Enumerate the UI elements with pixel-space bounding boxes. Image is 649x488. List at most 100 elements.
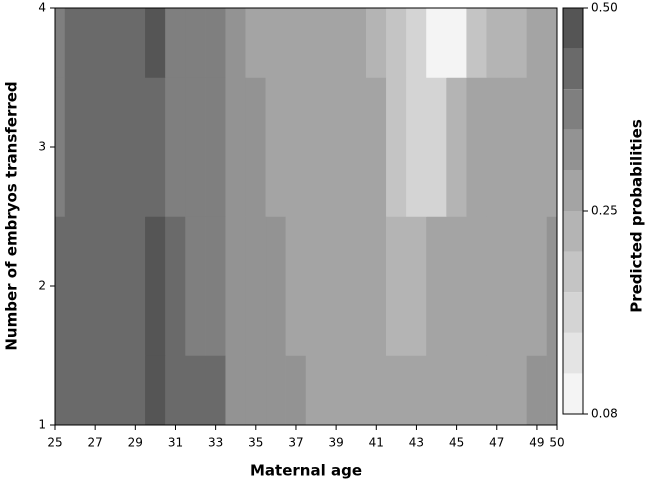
contour-cell [546, 7, 558, 78]
colorbar-band [563, 8, 583, 49]
contour-cell [345, 355, 367, 426]
y-tick-label: 4 [38, 1, 46, 15]
contour-cell [526, 355, 548, 426]
x-tick-label: 47 [489, 436, 504, 450]
colorbar-band [563, 89, 583, 130]
contour-cell [185, 216, 206, 356]
x-axis-label: Maternal age [250, 462, 362, 480]
contour-cell [245, 7, 267, 78]
contour-cell [245, 216, 267, 356]
contour-cell [446, 216, 467, 356]
contour-cell [406, 77, 427, 217]
contour-cell [285, 77, 307, 217]
contour-cell [305, 216, 327, 356]
contour-cell [285, 216, 307, 356]
contour-cell [386, 7, 407, 78]
colorbar-band [563, 373, 583, 414]
contour-cell [526, 7, 548, 78]
x-tick-label: 33 [208, 436, 223, 450]
contour-cell [205, 355, 226, 426]
contour-cell [64, 355, 86, 426]
contour-cell [145, 77, 166, 217]
contour-cell [265, 7, 287, 78]
contour-cell [446, 77, 467, 217]
contour-cell [205, 216, 226, 356]
contour-cell [406, 7, 427, 78]
contour-cell [466, 355, 487, 426]
contour-cell [406, 355, 427, 426]
contour-cell [325, 355, 347, 426]
contour-cell [546, 77, 558, 217]
contour-cell [125, 355, 146, 426]
contour-cell [104, 216, 126, 356]
x-tick-label: 35 [248, 436, 263, 450]
contour-cell [506, 355, 528, 426]
y-axis-label: Number of embryos transferred [3, 81, 21, 350]
contour-cell [386, 216, 407, 356]
contour-cell [466, 216, 487, 356]
contour-cell [526, 77, 548, 217]
plot-frame [54, 7, 558, 426]
contour-cell [426, 77, 447, 217]
contour-cell [345, 77, 367, 217]
contour-cell [265, 77, 287, 217]
contour-cell [64, 216, 86, 356]
colorbar-tick-label: 0.50 [591, 1, 618, 15]
contour-cell [506, 7, 528, 78]
contour-cell [145, 216, 166, 356]
contour-cell [125, 7, 146, 78]
contour-cell [546, 216, 558, 356]
contour-cell [386, 77, 407, 217]
contour-cell [325, 77, 347, 217]
contour-cell [205, 7, 226, 78]
contour-cell [466, 7, 487, 78]
colorbar-band [563, 332, 583, 374]
contour-cell [225, 7, 247, 78]
contour-cell [225, 355, 247, 426]
contour-cell [165, 77, 186, 217]
contour-cell [104, 355, 126, 426]
contour-cell [145, 355, 166, 426]
contour-cell [225, 216, 247, 356]
contour-cell [185, 355, 206, 426]
contour-cell [205, 77, 226, 217]
contour-cell [245, 355, 267, 426]
contour-cell [365, 216, 387, 356]
contour-cell [365, 7, 387, 78]
x-tick-label: 43 [409, 436, 424, 450]
colorbar-band [563, 211, 583, 252]
contour-cell [426, 216, 447, 356]
contour-cell [54, 355, 66, 426]
contour-cell [64, 77, 86, 217]
contour-cell [446, 355, 467, 426]
contour-cell [305, 7, 327, 78]
contour-cell [84, 355, 106, 426]
contour-cell [185, 7, 206, 78]
colorbar-band [563, 292, 583, 333]
x-tick-label: 41 [369, 436, 384, 450]
contour-cell [285, 355, 307, 426]
contour-cell [325, 7, 347, 78]
contour-cell [426, 355, 447, 426]
contour-cell [84, 77, 106, 217]
contour-cell [386, 355, 407, 426]
contour-cell [345, 7, 367, 78]
contour-cell [446, 7, 467, 78]
colorbar-label: Predicted probabilities [628, 119, 646, 313]
contour-cell [54, 216, 66, 356]
contour-cell [104, 77, 126, 217]
y-tick-label: 3 [38, 140, 46, 154]
contour-cell [245, 77, 267, 217]
colorbar-band [563, 129, 583, 171]
contour-cell [54, 77, 66, 217]
contour-cell [486, 7, 508, 78]
contour-cell [165, 7, 186, 78]
contour-cell [345, 216, 367, 356]
contour-cell [426, 7, 447, 78]
contour-cell [466, 77, 487, 217]
contour-cell [145, 7, 166, 78]
contour-cell [305, 355, 327, 426]
contour-cell [225, 77, 247, 217]
colorbar-tick-label: 0.25 [591, 204, 618, 218]
contour-cell [486, 77, 508, 217]
